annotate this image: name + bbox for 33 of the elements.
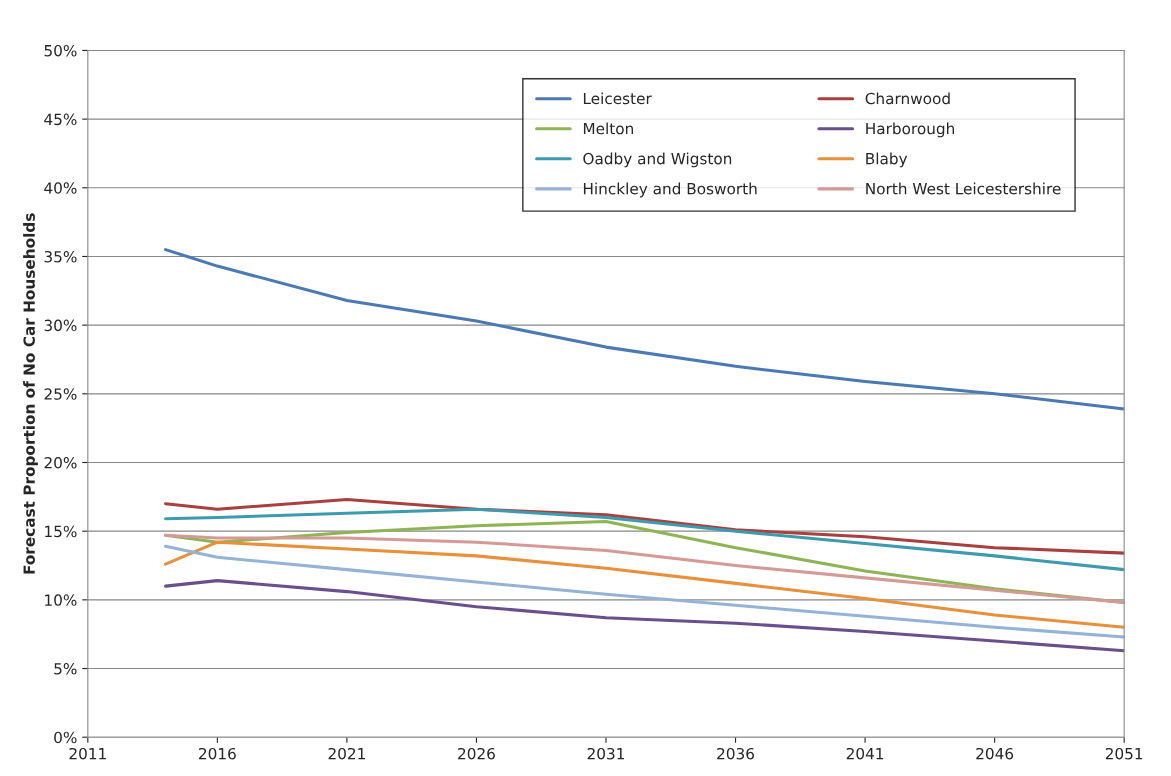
y-tick-label: 40%: [44, 182, 77, 194]
y-tick-label: 25%: [44, 388, 77, 400]
y-tick-label: 30%: [44, 319, 77, 332]
legend-label: Blaby: [866, 152, 908, 168]
y-tick-label: 5%: [54, 662, 77, 675]
y-tick-label: 15%: [45, 525, 77, 538]
line-series: [164, 533, 1125, 605]
y-tick-label: 50%: [44, 44, 77, 57]
legend-label: North West Leicestershire: [866, 182, 1061, 195]
x-tick-label: 2026: [458, 747, 495, 760]
y-tick-label: 10%: [45, 594, 77, 606]
legend-label: Harborough: [866, 122, 954, 138]
x-tick-label: 2036: [717, 747, 755, 760]
y-axis-title: Forecast Proportion of No Car Households: [23, 213, 38, 574]
line-series: [164, 579, 1125, 653]
y-tick-label: 35%: [44, 250, 77, 263]
x-tick-label: 2041: [846, 747, 884, 760]
y-tick-label: 45%: [44, 113, 77, 126]
y-tick-label: 0%: [54, 731, 77, 744]
x-tick-label: 2046: [976, 747, 1014, 760]
x-tick-label: 2021: [328, 747, 365, 760]
legend-label: Hinckley and Bosworth: [583, 182, 757, 198]
legend-label: Charnwood: [865, 92, 950, 105]
x-tick-label: 2011: [69, 747, 106, 760]
line-series: [164, 248, 1125, 411]
legend-label: Oadby and Wigston: [583, 152, 732, 168]
line-series: [164, 507, 1125, 572]
x-tick-label: 2016: [199, 747, 236, 760]
x-tick-label: 2031: [587, 747, 625, 760]
legend-label: Leicester: [583, 92, 652, 105]
x-tick-label: 2051: [1105, 747, 1143, 760]
y-tick-label: 20%: [44, 456, 77, 469]
legend-label: Melton: [583, 122, 633, 135]
